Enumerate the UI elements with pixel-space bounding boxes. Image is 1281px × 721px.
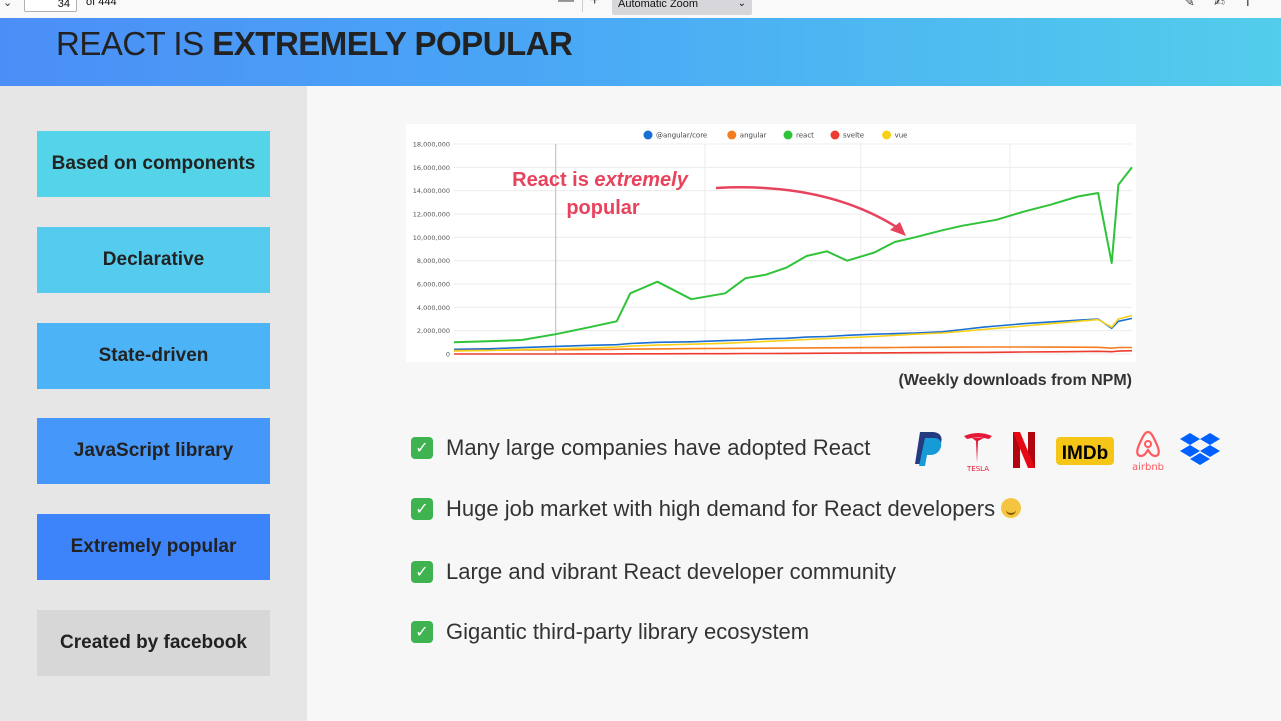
- bullet-text: Huge job market with high demand for Rea…: [446, 496, 1021, 522]
- imdb-logo-text: IMDb: [1062, 443, 1108, 464]
- chart-y-tick-label: 8,000,000: [417, 257, 450, 265]
- check-icon: ✓: [411, 498, 433, 520]
- chart-legend-label: vue: [895, 132, 908, 140]
- chart-y-tick-label: 14,000,000: [413, 187, 450, 195]
- chart-caption: (Weekly downloads from NPM): [880, 372, 1132, 390]
- bullet-text-content: Huge job market with high demand for Rea…: [446, 496, 995, 521]
- tesla-logo-icon: TESLA: [962, 430, 994, 472]
- slide-title-bold: EXTREMELY POPULAR: [212, 25, 572, 62]
- highlight-icon[interactable]: ✍: [1214, 0, 1225, 10]
- money-face-emoji-icon: [1001, 498, 1021, 518]
- chart-y-tick-label: 10,000,000: [413, 234, 450, 242]
- bullet-companies: ✓ Many large companies have adopted Reac…: [411, 433, 870, 463]
- chart-annotation-line1: React is extremely: [512, 169, 689, 191]
- chart-y-tick-label: 12,000,000: [413, 211, 450, 219]
- chart-y-tick-label: 2,000,000: [417, 327, 450, 335]
- chart-legend-swatch: [882, 131, 891, 140]
- bullet-ecosystem: ✓ Gigantic third-party library ecosystem: [411, 617, 809, 647]
- chart-y-tick-label: 18,000,000: [413, 141, 450, 149]
- chart-legend-swatch: [644, 131, 653, 140]
- chart-legend-swatch: [784, 131, 793, 140]
- slide-title: REACT IS EXTREMELY POPULAR: [56, 25, 572, 63]
- toolbar-separator: [582, 0, 583, 12]
- slide-header: REACT IS EXTREMELY POPULAR: [0, 18, 1281, 86]
- chevron-down-icon[interactable]: ⌄: [3, 0, 12, 9]
- bullet-text: Many large companies have adopted React: [446, 435, 870, 461]
- draw-icon[interactable]: ✎: [1184, 0, 1195, 10]
- sidebar-item-declarative: Declarative: [37, 227, 270, 293]
- chart-y-tick-label: 16,000,000: [413, 164, 450, 172]
- chart-legend-label: @angular/core: [656, 132, 707, 140]
- check-icon: ✓: [411, 437, 433, 459]
- chart-y-tick-label: 4,000,000: [417, 304, 450, 312]
- bullet-text: Gigantic third-party library ecosystem: [446, 619, 809, 645]
- imdb-logo-icon: IMDb: [1055, 430, 1115, 472]
- chart-legend-label: react: [796, 132, 814, 140]
- airbnb-logo-text: airbnb: [1132, 462, 1164, 472]
- page-count: of 444: [86, 0, 117, 8]
- chart-y-tick-label: 0: [446, 351, 450, 359]
- slide-title-light: REACT IS: [56, 25, 212, 62]
- bullet-community: ✓ Large and vibrant React developer comm…: [411, 557, 896, 587]
- chart-legend-swatch: [831, 131, 840, 140]
- check-icon: ✓: [411, 621, 433, 643]
- sidebar-item-based-on-components: Based on components: [37, 131, 270, 197]
- chart-legend-label: svelte: [843, 132, 864, 140]
- page-number-input[interactable]: 34: [24, 0, 77, 12]
- tesla-logo-text: TESLA: [966, 465, 989, 472]
- chart-legend-swatch: [727, 131, 736, 140]
- text-cursor-icon[interactable]: I: [1246, 0, 1250, 9]
- netflix-logo-icon: [1012, 430, 1036, 470]
- chart-annotation-line2: popular: [566, 197, 640, 219]
- pdf-toolbar: ⌄ 34 of 444 — + Automatic Zoom ⌄ ✎ ✍ I: [0, 0, 1281, 18]
- annotation-prefix: React is: [512, 169, 594, 191]
- sidebar-item-state-driven: State-driven: [37, 323, 270, 389]
- sidebar-item-javascript-library: JavaScript library: [37, 418, 270, 484]
- sidebar-item-extremely-popular: Extremely popular: [37, 514, 270, 580]
- airbnb-logo-icon: airbnb: [1128, 430, 1168, 472]
- paypal-logo-icon: [912, 430, 946, 470]
- bullet-text: Large and vibrant React developer commun…: [446, 559, 896, 585]
- zoom-in-button[interactable]: +: [590, 0, 599, 10]
- zoom-select[interactable]: Automatic Zoom ⌄: [612, 0, 752, 15]
- bullet-job-market: ✓ Huge job market with high demand for R…: [411, 494, 1021, 524]
- chart-legend-label: angular: [740, 132, 767, 140]
- dropbox-logo-icon: [1180, 430, 1220, 470]
- npm-downloads-chart: 0 2,000,000 4,000,000 6,000,000 8,000,000 10,…: [406, 124, 1136, 362]
- zoom-select-value: Automatic Zoom: [618, 0, 698, 10]
- sidebar: Based on components Declarative State-dr…: [0, 86, 307, 721]
- check-icon: ✓: [411, 561, 433, 583]
- chart-y-tick-label: 6,000,000: [417, 281, 450, 289]
- chart-svg: 0 2,000,000 4,000,000 6,000,000 8,000,000 10,…: [406, 124, 1136, 362]
- zoom-out-button[interactable]: —: [558, 0, 574, 10]
- chevron-down-icon: ⌄: [738, 0, 746, 13]
- annotation-emphasis: extremely: [594, 169, 688, 191]
- sidebar-item-created-by-facebook: Created by facebook: [37, 610, 270, 676]
- chart-annotation-arrow: [716, 187, 898, 228]
